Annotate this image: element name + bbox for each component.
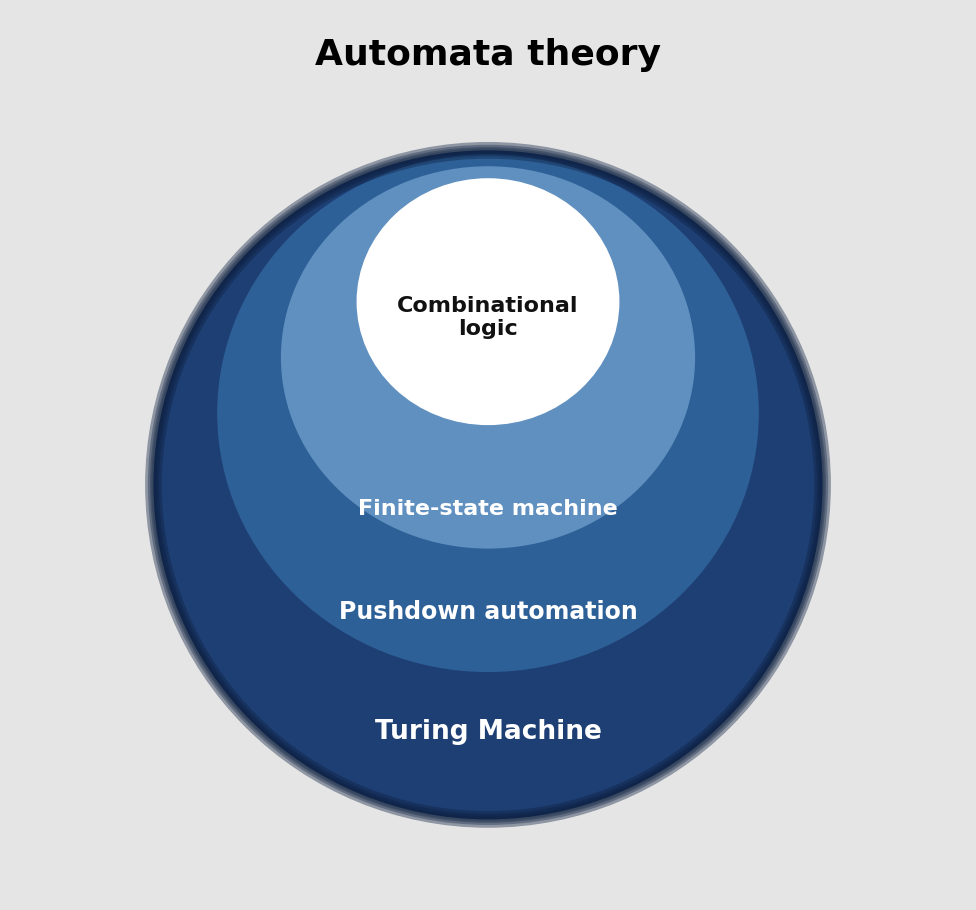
Ellipse shape: [153, 150, 823, 819]
Ellipse shape: [356, 178, 620, 425]
Text: Turing Machine: Turing Machine: [375, 719, 601, 744]
Text: Combinational
logic: Combinational logic: [397, 296, 579, 339]
Text: Pushdown automation: Pushdown automation: [339, 601, 637, 624]
Text: Finite-state machine: Finite-state machine: [358, 499, 618, 519]
Ellipse shape: [281, 167, 695, 549]
Ellipse shape: [218, 155, 758, 672]
Text: Automata theory: Automata theory: [315, 37, 661, 72]
